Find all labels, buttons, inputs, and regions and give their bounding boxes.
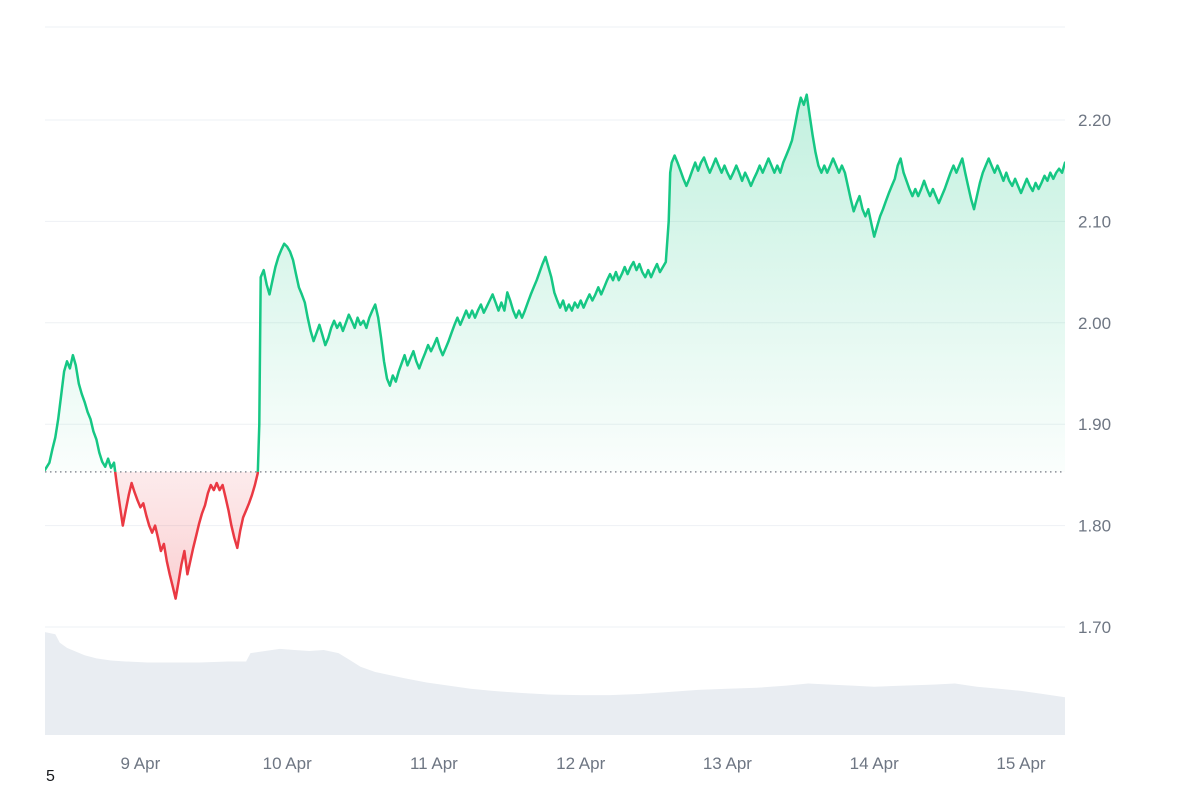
x-axis-tick-label: 10 Apr [263, 754, 312, 773]
y-axis-tick-label: 1.80 [1078, 517, 1111, 536]
price-area-negative [45, 471, 1065, 599]
x-axis-tick-label: 14 Apr [850, 754, 899, 773]
price-area-positive [45, 94, 1065, 472]
x-axis-tick-label: 9 Apr [121, 754, 161, 773]
x-axis-tick-label: 11 Apr [410, 754, 458, 773]
y-axis-tick-label: 1.70 [1078, 618, 1111, 637]
price-line-positive [45, 93, 1065, 472]
y-axis-tick-label: 2.00 [1078, 314, 1111, 333]
y-axis-tick-label: 2.20 [1078, 111, 1111, 130]
x-axis-tick-label: 15 Apr [996, 754, 1045, 773]
volume-area [45, 632, 1065, 735]
price-line-negative [113, 471, 260, 600]
y-axis-tick-label: 2.10 [1078, 212, 1111, 231]
x-axis-tick-label: 12 Apr [556, 754, 605, 773]
x-axis-tick-label: 13 Apr [703, 754, 752, 773]
corner-label: 5 [46, 768, 55, 785]
y-axis-tick-label: 1.90 [1078, 415, 1111, 434]
